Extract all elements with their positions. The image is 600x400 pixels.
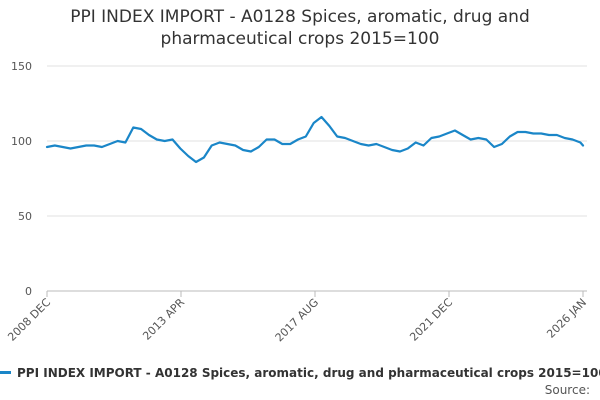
x-tick-label: 2021 DEC xyxy=(407,296,455,344)
y-tick-label: 150 xyxy=(11,60,32,73)
y-axis: 0 50 100 150 xyxy=(11,60,32,298)
x-tick-label: 2017 AUG xyxy=(273,296,322,345)
gridlines xyxy=(47,65,587,292)
legend-label: PPI INDEX IMPORT - A0128 Spices, aromati… xyxy=(17,366,600,380)
x-axis: 2008 DEC 2013 APR 2017 AUG 2021 DEC 2026 JAN xyxy=(5,291,589,344)
legend-swatch xyxy=(0,371,11,374)
series-line xyxy=(45,115,585,164)
source-label: Source: xyxy=(544,383,590,397)
y-tick-label: 50 xyxy=(18,210,32,223)
chart-title: PPI INDEX IMPORT - A0128 Spices, aromati… xyxy=(70,7,530,49)
x-tick-label: 2026 JAN xyxy=(544,296,589,341)
y-tick-label: 100 xyxy=(11,135,32,148)
y-tick-label: 0 xyxy=(25,285,32,298)
legend: PPI INDEX IMPORT - A0128 Spices, aromati… xyxy=(0,366,600,384)
x-tick-label: 2008 DEC xyxy=(5,296,53,344)
x-tick-label: 2013 APR xyxy=(140,296,187,343)
